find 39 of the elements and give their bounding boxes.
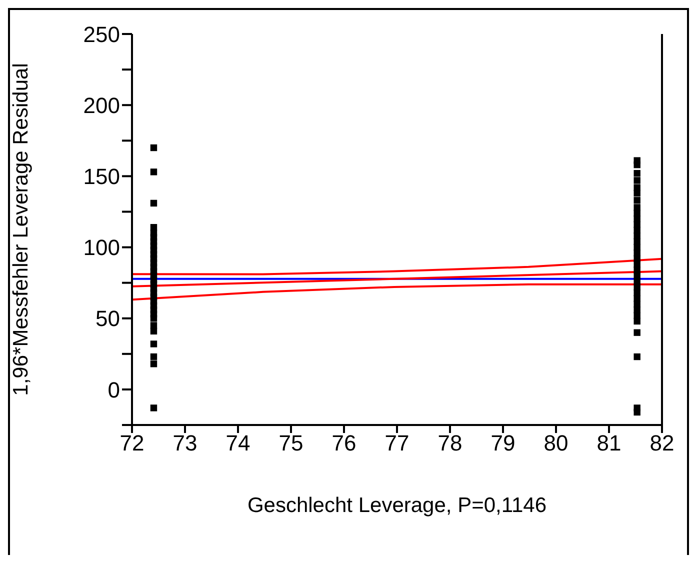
x-tick-label: 79 xyxy=(490,430,516,456)
point xyxy=(150,353,158,360)
y-tick-label: 200 xyxy=(83,92,120,118)
line-series xyxy=(132,283,662,301)
point xyxy=(150,328,158,335)
x-tick-label: 81 xyxy=(596,430,622,456)
x-tick-label: 80 xyxy=(544,430,568,456)
y-tick-label: 50 xyxy=(96,306,120,332)
y-tick-label: 150 xyxy=(83,164,120,189)
line-series xyxy=(132,258,662,276)
x-tick-label: 75 xyxy=(278,430,304,456)
y-tick-label: 0 xyxy=(108,377,120,402)
point xyxy=(150,144,158,152)
point xyxy=(150,360,158,368)
point xyxy=(150,315,158,322)
y-axis-title: 1,96*Messfehler Leverage Residual xyxy=(9,63,32,396)
point xyxy=(634,170,640,177)
point xyxy=(634,177,640,184)
point xyxy=(150,404,158,412)
point xyxy=(634,408,640,416)
point xyxy=(634,318,640,325)
point xyxy=(150,168,158,176)
point xyxy=(634,190,640,197)
x-tick-label: 72 xyxy=(120,430,144,456)
point xyxy=(634,161,640,168)
point xyxy=(634,197,640,204)
point xyxy=(634,353,640,360)
x-tick-label: 76 xyxy=(332,430,356,456)
point xyxy=(150,200,158,207)
y-tick-label: 100 xyxy=(83,235,120,260)
x-tick-label: 73 xyxy=(172,430,198,456)
x-axis-title: Geschlecht Leverage, P=0,1146 xyxy=(247,494,547,517)
x-tick-label: 77 xyxy=(384,430,410,456)
point xyxy=(150,340,158,348)
x-tick-label: 74 xyxy=(226,430,250,456)
x-tick-label: 82 xyxy=(650,430,674,456)
point xyxy=(634,329,640,336)
y-tick-label: 250 xyxy=(83,22,120,47)
x-tick-label: 78 xyxy=(438,430,462,456)
